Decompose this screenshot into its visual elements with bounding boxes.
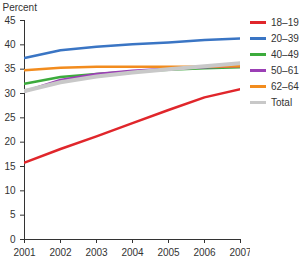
svg-text:40: 40: [4, 39, 16, 50]
svg-text:35: 35: [4, 63, 16, 74]
html-text:Total: Total: [271, 96, 293, 108]
svg-text:2001: 2001: [13, 247, 36, 258]
svg-text:15: 15: [4, 161, 16, 172]
html-text:18–19: 18–19: [271, 16, 299, 28]
svg-text:2007: 2007: [229, 247, 250, 258]
svg-text:30: 30: [4, 88, 16, 99]
svg-text:2002: 2002: [49, 247, 72, 258]
html-text:20–39: 20–39: [271, 32, 299, 44]
svg-text:10: 10: [4, 185, 16, 196]
html-text:40–49: 40–49: [271, 48, 299, 60]
svg-text:2005: 2005: [157, 247, 180, 258]
svg-text:Percent: Percent: [3, 2, 38, 13]
svg-text:2006: 2006: [193, 247, 216, 258]
svg-text:0: 0: [10, 234, 16, 245]
svg-text:2003: 2003: [85, 247, 108, 258]
html-text:62–64: 62–64: [271, 80, 299, 92]
svg-text:45: 45: [4, 15, 16, 26]
svg-text:25: 25: [4, 112, 16, 123]
svg-text:2004: 2004: [121, 247, 144, 258]
svg-text:20: 20: [4, 136, 16, 147]
html-text:50–61: 50–61: [271, 64, 299, 76]
svg-text:5: 5: [10, 209, 16, 220]
